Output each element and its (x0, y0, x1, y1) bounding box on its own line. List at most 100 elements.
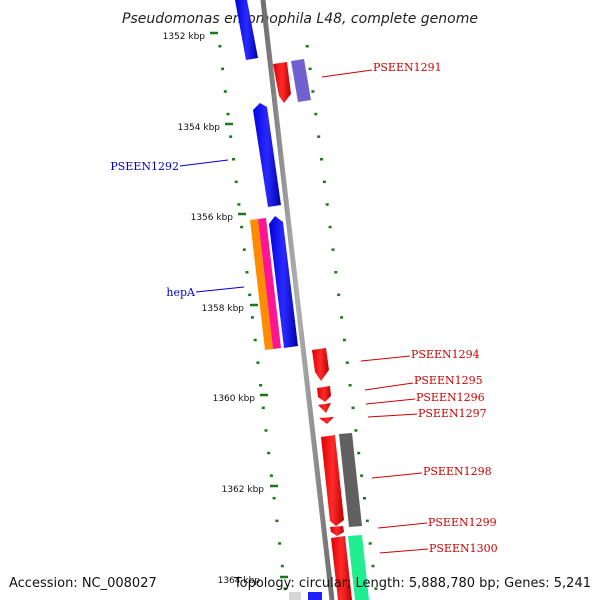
minor-tick (351, 406, 355, 410)
minor-tick (269, 474, 273, 477)
scale-ticks: 1352 kbp 1354 kbp 1356 kbp 1358 kbp 1360… (163, 31, 288, 586)
minor-tick (314, 112, 318, 116)
minor-tick (368, 542, 372, 545)
gene-label-pseen1295[interactable]: PSEEN1295 (414, 374, 483, 387)
minor-tick (242, 248, 246, 251)
minor-tick (345, 361, 349, 364)
leader-pseen1296 (365, 398, 416, 405)
minor-tick (357, 451, 361, 455)
tick-label-1362: 1362 kbp (222, 485, 265, 495)
tick-label-1358: 1358 kbp (202, 304, 245, 314)
minor-tick (229, 135, 233, 138)
gene-feature-pseen1300-mate[interactable] (348, 535, 369, 600)
label-leaders (179, 69, 429, 554)
minor-tick (354, 429, 358, 432)
minor-tick (226, 112, 230, 116)
minor-tick (232, 158, 235, 161)
minor-tick (317, 135, 321, 138)
inner-tick-ring (218, 45, 287, 590)
minor-tick (218, 45, 222, 48)
minor-tick (250, 316, 254, 319)
leader-pseen1295 (364, 382, 414, 391)
leader-pseen1299 (377, 522, 428, 529)
minor-tick (325, 203, 329, 206)
outer-tick-ring (305, 45, 378, 590)
gene-label-pseen1298[interactable]: PSEEN1298 (423, 465, 492, 478)
minor-tick (331, 248, 335, 251)
minor-tick (363, 497, 366, 500)
minor-tick (348, 384, 352, 387)
minor-tick (278, 542, 282, 545)
gene-feature-pseen1291[interactable] (273, 62, 291, 103)
plus-strand-genes (273, 59, 369, 600)
genome-backbone (260, 0, 335, 600)
gene-feature-pseen1299[interactable] (330, 526, 344, 536)
minor-tick (245, 271, 249, 274)
gene-feature-pink[interactable] (258, 218, 281, 349)
minus-strand-genes (235, 0, 298, 350)
gene-feature-top-blue[interactable] (235, 0, 258, 60)
minor-tick (253, 338, 257, 342)
gene-label-hepa[interactable]: hepA (166, 286, 196, 299)
gene-feature-orange[interactable] (250, 219, 273, 350)
tick-label-1354: 1354 kbp (178, 123, 221, 133)
gene-feature-pseen1297[interactable] (319, 417, 334, 424)
minor-tick (234, 180, 238, 184)
gene-label-pseen1291[interactable]: PSEEN1291 (373, 61, 442, 74)
leader-hepa (195, 286, 245, 293)
minor-tick (221, 67, 225, 71)
genome-summary-text: Topology: circular; Length: 5,888,780 bp… (233, 576, 591, 591)
minor-tick (272, 497, 276, 500)
minor-tick (240, 225, 244, 229)
gene-feature-pseen1298[interactable] (321, 435, 344, 526)
gene-labels: PSEEN1291 PSEEN1292 hepA PSEEN1294 PSEEN… (110, 61, 497, 555)
gene-feature-pseen1300[interactable] (331, 536, 352, 600)
minor-tick (322, 180, 326, 184)
minor-tick (365, 519, 369, 523)
minor-tick (261, 406, 265, 410)
tick-label-1360: 1360 kbp (213, 394, 256, 404)
gene-label-pseen1294[interactable]: PSEEN1294 (411, 348, 480, 361)
gene-label-pseen1299[interactable]: PSEEN1299 (428, 516, 497, 529)
gene-feature-bottom-blue (308, 592, 322, 600)
gene-feature-bottom-grey (289, 592, 301, 600)
minor-tick (256, 361, 260, 364)
gene-label-pseen1300[interactable]: PSEEN1300 (429, 542, 498, 555)
leader-pseen1300 (379, 548, 429, 554)
accession-text: Accession: NC_008027 (9, 576, 157, 591)
gene-feature-pseen1295[interactable] (317, 386, 331, 402)
gene-feature-pseen1291-mate[interactable] (291, 59, 311, 102)
leader-pseen1294 (360, 355, 411, 362)
minor-tick (374, 587, 378, 590)
minor-tick (328, 225, 332, 229)
leader-pseen1298 (371, 472, 423, 479)
tick-label-1352: 1352 kbp (163, 32, 206, 42)
minor-tick (283, 587, 287, 590)
gene-label-pseen1292[interactable]: PSEEN1292 (110, 160, 179, 173)
gene-feature-hepa[interactable] (269, 216, 298, 348)
minor-tick (280, 564, 284, 568)
minor-tick (248, 293, 252, 297)
tick-label-1356: 1356 kbp (191, 213, 234, 223)
map-title: Pseudomonas entomophila L48, complete ge… (122, 11, 478, 27)
minor-tick (305, 45, 309, 48)
minor-tick (360, 474, 364, 477)
gene-feature-pseen1292[interactable] (253, 103, 281, 207)
minor-tick (311, 90, 315, 93)
leader-pseen1292 (179, 159, 229, 167)
minor-tick (264, 429, 268, 432)
leader-pseen1291 (321, 69, 373, 78)
minor-tick (371, 564, 375, 568)
gene-feature-pseen1294[interactable] (312, 348, 329, 381)
gene-label-pseen1296[interactable]: PSEEN1296 (416, 391, 485, 404)
gene-feature-pseen1298-mate[interactable] (339, 433, 362, 527)
minor-tick (340, 316, 344, 319)
minor-tick (320, 158, 323, 161)
gene-feature-pseen1296[interactable] (318, 403, 331, 413)
gene-label-pseen1297[interactable]: PSEEN1297 (418, 407, 487, 420)
minor-tick (337, 293, 341, 297)
leader-pseen1297 (367, 413, 418, 418)
minor-tick (267, 451, 271, 455)
minor-tick (223, 90, 227, 93)
